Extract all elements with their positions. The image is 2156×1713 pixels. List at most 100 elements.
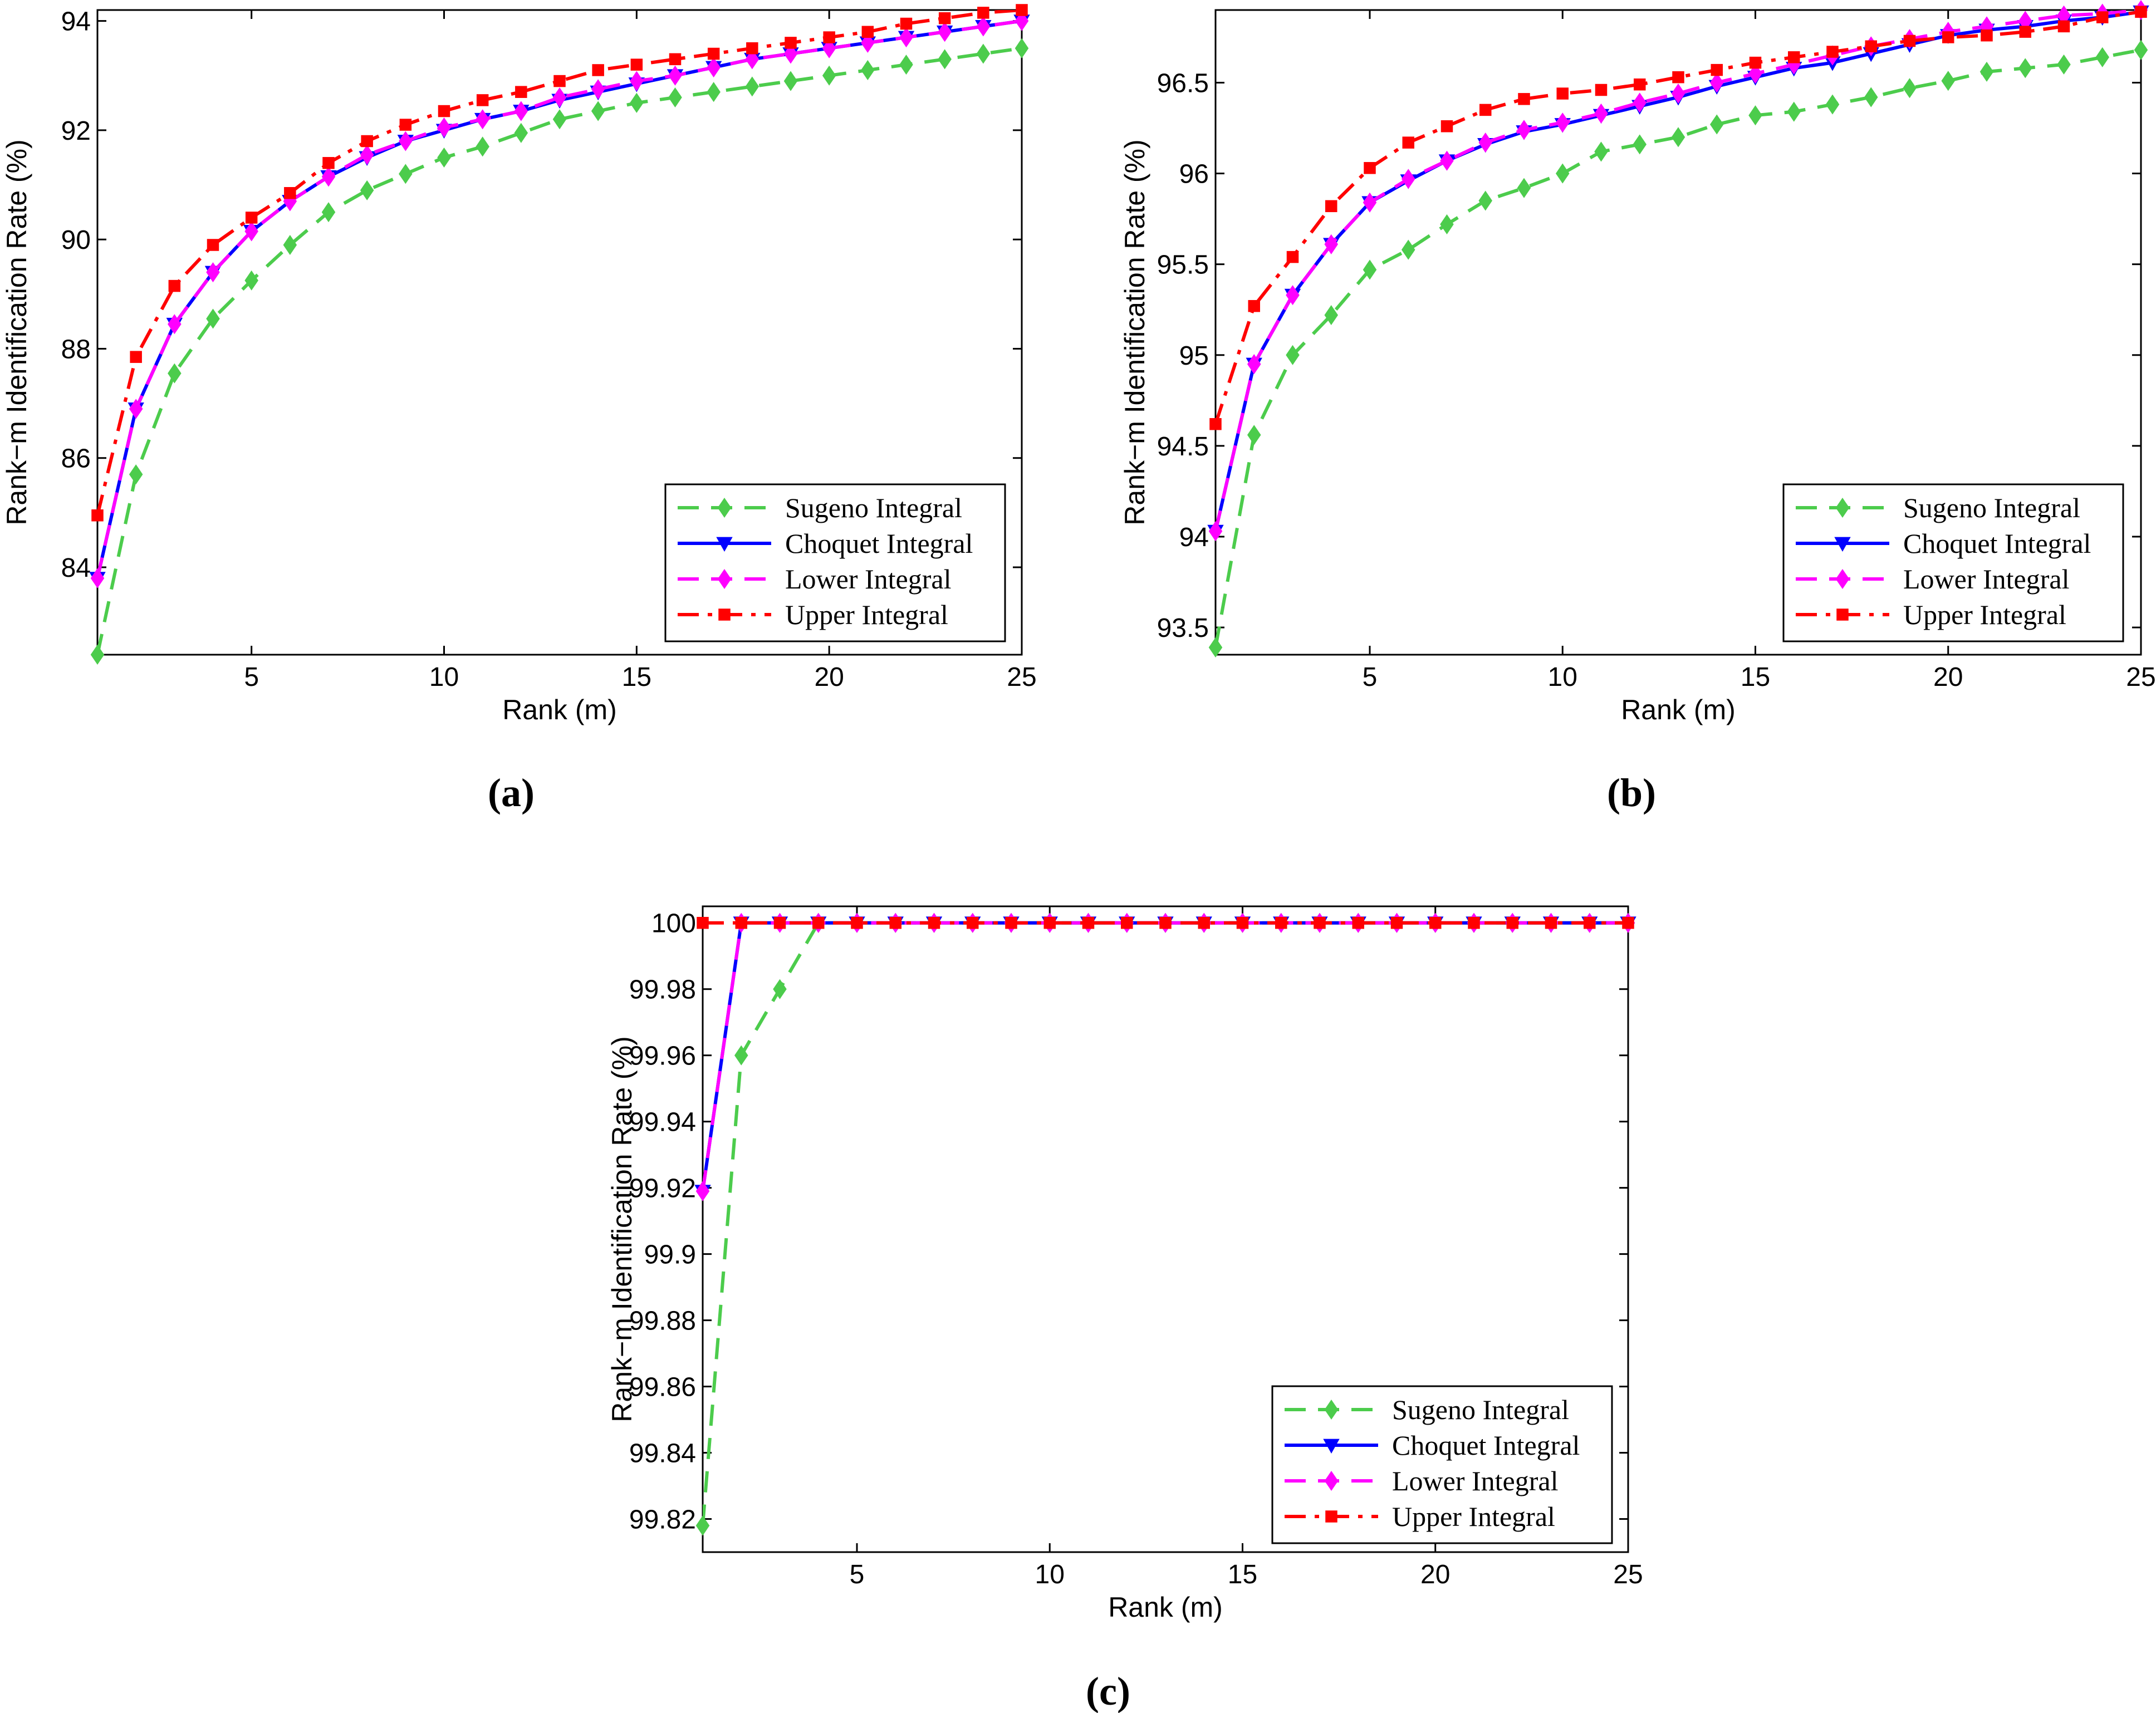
chart-c-upper-point xyxy=(735,916,747,929)
chart-a-lower-point xyxy=(129,399,143,419)
chart-c-choquet-line xyxy=(703,921,1628,1192)
chart-c-x-tick-label: 20 xyxy=(1420,1560,1450,1589)
chart-b-sugeno-point xyxy=(1208,637,1223,657)
chart-a-lower-point xyxy=(591,79,605,100)
chart-b-upper-point xyxy=(1749,56,1762,69)
chart-a-upper-point xyxy=(861,26,874,38)
chart-c-sugeno-point xyxy=(773,979,787,999)
chart-a-sugeno-point xyxy=(90,644,105,665)
chart-c-upper-point xyxy=(1622,916,1634,929)
chart-c-x-tick-label: 5 xyxy=(850,1560,865,1589)
chart-b-sugeno-point xyxy=(2095,47,2110,67)
chart-a-legend-label-lower: Lower Integral xyxy=(785,563,951,595)
chart-b-upper-point xyxy=(1788,51,1800,63)
chart-a-sugeno-point xyxy=(861,60,875,80)
chart-b-legend-label-choquet: Choquet Integral xyxy=(1903,528,2091,559)
chart-b-upper-point xyxy=(2096,11,2109,23)
chart-b-upper-point xyxy=(1942,31,1954,43)
chart-a-upper-point xyxy=(900,17,913,30)
chart-c-upper-point xyxy=(1545,916,1557,929)
chart-a-sugeno-markers xyxy=(90,38,1029,665)
chart-c-x-tick-label: 10 xyxy=(1035,1560,1065,1589)
chart-a-lower-point xyxy=(822,38,836,58)
chart-a-sugeno-point xyxy=(206,308,220,329)
chart-c-legend-marker-sugeno xyxy=(1324,1399,1339,1420)
chart-c-upper-point xyxy=(1584,916,1596,929)
chart-b-sugeno-point xyxy=(1979,61,1994,82)
chart-a-lower-point xyxy=(745,49,759,70)
chart-c-y-tick-label: 99.9 xyxy=(644,1240,696,1270)
chart-a-sugeno-point xyxy=(321,202,336,223)
chart-b-upper-markers xyxy=(1209,6,2147,430)
chart-b-upper-point xyxy=(1440,120,1453,132)
chart-a-sugeno-point xyxy=(552,109,567,130)
chart-a-sugeno-point xyxy=(707,82,721,102)
chart-b-legend-marker-choquet xyxy=(1834,537,1851,552)
chart-a-x-axis-label: Rank (m) xyxy=(502,694,617,725)
chart-a-sugeno-point xyxy=(976,43,991,64)
chart-c-series-lower xyxy=(703,921,1628,1192)
chart-a-lower-point xyxy=(976,16,991,37)
chart-a-lower-point xyxy=(783,43,798,64)
chart-c-legend-label-sugeno: Sugeno Integral xyxy=(1392,1394,1569,1425)
chart-c-legend-label-lower: Lower Integral xyxy=(1392,1465,1558,1496)
chart-b-axes-box xyxy=(1214,9,2142,656)
chart-c-upper-point xyxy=(1429,916,1442,929)
chart-c-legend-marker-choquet xyxy=(1323,1439,1340,1454)
chart-b-y-tick-label: 95.5 xyxy=(1157,251,1209,280)
chart-a-lower-point xyxy=(360,145,374,165)
chart-c-lower-markers xyxy=(695,912,1635,1201)
chart-c-legend-label-choquet: Choquet Integral xyxy=(1392,1430,1580,1461)
chart-a-sugeno-point xyxy=(899,55,913,75)
chart-a-upper-point xyxy=(515,86,527,98)
chart-c-sugeno-point xyxy=(734,1045,748,1066)
chart-a-x-tick-label: 25 xyxy=(1007,662,1036,692)
chart-b-sugeno-point xyxy=(2134,40,2148,60)
chart-b-x-tick-label: 20 xyxy=(1933,662,1963,692)
chart-a-lower-point xyxy=(707,57,721,78)
chart-a-lower-point xyxy=(514,101,528,121)
chart-a-axes-box xyxy=(96,9,1023,656)
chart-a-upper-point xyxy=(284,187,296,199)
chart-b-y-tick-label: 96 xyxy=(1179,160,1209,189)
chart-c-sugeno-point xyxy=(695,1515,710,1536)
chart-b-x-tick-label: 5 xyxy=(1363,662,1378,692)
chart-c-x-axis-label: Rank (m) xyxy=(1108,1592,1223,1623)
chart-b-lower-point xyxy=(1363,192,1377,213)
chart-a-upper-point xyxy=(785,37,797,49)
chart-a-lower-point xyxy=(1015,11,1029,31)
chart-a-x-tick-label: 15 xyxy=(622,662,651,692)
chart-a-upper-point xyxy=(168,279,181,292)
chart-a-lower-point xyxy=(938,22,952,42)
chart-a-legend-label-sugeno: Sugeno Integral xyxy=(785,492,962,523)
chart-a-y-tick-label: 92 xyxy=(61,116,91,146)
chart-c-upper-point xyxy=(1236,916,1249,929)
chart-b-sugeno-point xyxy=(1903,78,1917,99)
chart-a-lower-point xyxy=(861,32,875,53)
chart-b-lower-point xyxy=(1517,120,1531,140)
chart-b-lower-point xyxy=(1324,234,1339,254)
chart-a-sugeno-point xyxy=(514,122,528,143)
chart-a-upper-point xyxy=(91,509,104,522)
chart-c-y-tick-label: 99.88 xyxy=(629,1307,696,1336)
chart-b-legend-label-sugeno: Sugeno Integral xyxy=(1903,492,2080,523)
chart-b-upper-point xyxy=(1364,162,1376,174)
chart-c-series-choquet xyxy=(703,921,1628,1192)
chart-b-lower-point xyxy=(1440,150,1454,171)
chart-b-x-tick-label: 15 xyxy=(1741,662,1770,692)
chart-a-y-axis-label: Rank−m Identification Rate (%) xyxy=(1,139,32,525)
chart-a-y-tick-label: 94 xyxy=(61,7,91,37)
chart-b-sugeno-point xyxy=(1594,141,1608,162)
chart-c-y-tick-label: 99.84 xyxy=(629,1439,696,1469)
chart-b-sugeno-point xyxy=(1671,127,1685,148)
chart-b-x-axis-label: Rank (m) xyxy=(1621,694,1736,725)
chart-a-upper-point xyxy=(361,135,373,148)
chart-b-y-tick-label: 94.5 xyxy=(1157,432,1209,462)
chart-b-upper-point xyxy=(1402,136,1414,149)
chart-c-x-tick-label: 25 xyxy=(1613,1560,1643,1589)
chart-c-upper-point xyxy=(851,916,863,929)
chart-a-y-tick-label: 88 xyxy=(61,335,91,364)
chart-c-lower-line xyxy=(703,921,1628,1192)
chart-a-lower-point xyxy=(321,166,336,187)
chart-a-upper-point xyxy=(322,157,335,169)
